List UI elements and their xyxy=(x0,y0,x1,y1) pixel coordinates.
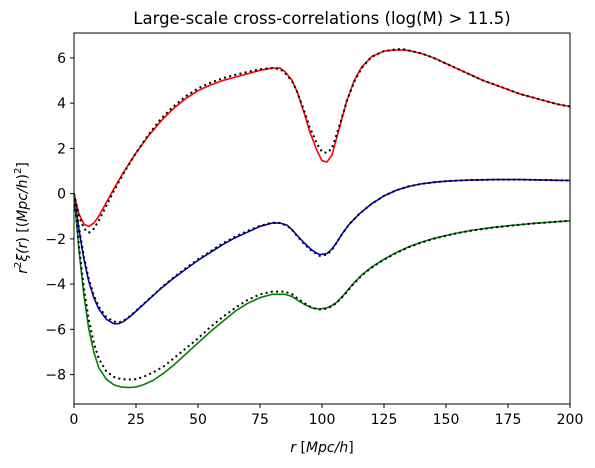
series-line-3 xyxy=(74,178,570,325)
y-axis-label-close: ) xyxy=(15,174,31,179)
plot-frame xyxy=(73,32,571,405)
x-axis-label-symbol: r xyxy=(290,440,297,456)
x-tick-label: 75 xyxy=(251,412,269,428)
x-axis-label-close: ] xyxy=(348,440,353,456)
y-tick-label: −2 xyxy=(45,232,66,248)
y-tick-label: −8 xyxy=(45,368,66,384)
series-line-2 xyxy=(74,48,570,234)
y-axis-label-xi: ξ( xyxy=(15,248,31,263)
series-line-1 xyxy=(74,49,570,228)
y-tick-label: 4 xyxy=(57,96,66,112)
y-tick-label: 6 xyxy=(57,51,66,67)
y-tick-label: 2 xyxy=(57,141,66,157)
x-tick-label: 175 xyxy=(495,412,522,428)
x-tick-label: 50 xyxy=(189,412,207,428)
series-layer xyxy=(74,48,570,389)
y-axis-label-unit: Mpc/h xyxy=(15,180,31,222)
y-axis-label-r2: r xyxy=(15,241,31,248)
y-axis-label-sup-2: 2 xyxy=(13,168,24,174)
y-axis-label-end: ] xyxy=(15,162,31,167)
x-axis-label: r [Mpc/h] xyxy=(290,440,353,456)
y-tick-label: 0 xyxy=(57,187,66,203)
chart-title: Large-scale cross-correlations (log(M) >… xyxy=(133,9,510,28)
x-axis-label-unit: Mpc/h xyxy=(306,440,348,456)
series-line-4 xyxy=(74,178,570,324)
x-tick-label: 25 xyxy=(127,412,145,428)
x-tick-label: 0 xyxy=(70,412,79,428)
x-tick-label: 200 xyxy=(557,412,584,428)
y-tick-label: −4 xyxy=(45,277,66,293)
series-line-5 xyxy=(74,193,570,389)
y-tick-label: −6 xyxy=(45,322,66,338)
series-line-6 xyxy=(74,193,570,381)
x-axis-label-open: [ xyxy=(296,440,306,456)
y-axis-label: r2ξ(r) [(Mpc/h)2] xyxy=(13,162,31,274)
x-axis: 0 25 50 75 100 125 150 175 200 xyxy=(70,404,584,428)
y-axis: −8 −6 −4 −2 0 2 4 6 xyxy=(45,51,74,384)
y-axis-label-r: r xyxy=(15,267,31,274)
x-tick-label: 125 xyxy=(371,412,398,428)
y-axis-label-sup-1: 2 xyxy=(13,262,24,268)
y-axis-label-open: ) [( xyxy=(15,222,31,243)
x-tick-label: 150 xyxy=(433,412,460,428)
x-tick-label: 100 xyxy=(309,412,336,428)
